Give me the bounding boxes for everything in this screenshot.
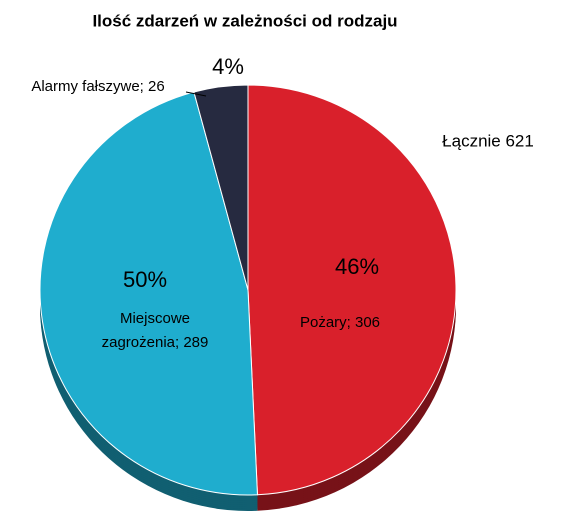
slice [247, 84, 457, 496]
annotation: Łącznie 621 [442, 131, 534, 150]
value-label-text: Miejscowe zagrożenia; 289 [101, 310, 209, 351]
chart-title: Ilość zdarzeń w zależności od rodzaju [92, 11, 397, 30]
value-label: Alarmy fałszywe; 26 [31, 78, 164, 95]
leader-line [185, 91, 207, 97]
percent-label: 46% [335, 254, 379, 279]
slice [193, 84, 249, 291]
value-label: Miejscowe zagrożenia; 289 [101, 310, 209, 351]
percent-label: 50% [123, 267, 167, 292]
slice [39, 91, 258, 496]
pie [39, 84, 457, 512]
percent-label: 4% [212, 54, 244, 79]
value-label: Pożary; 306 [300, 314, 380, 331]
